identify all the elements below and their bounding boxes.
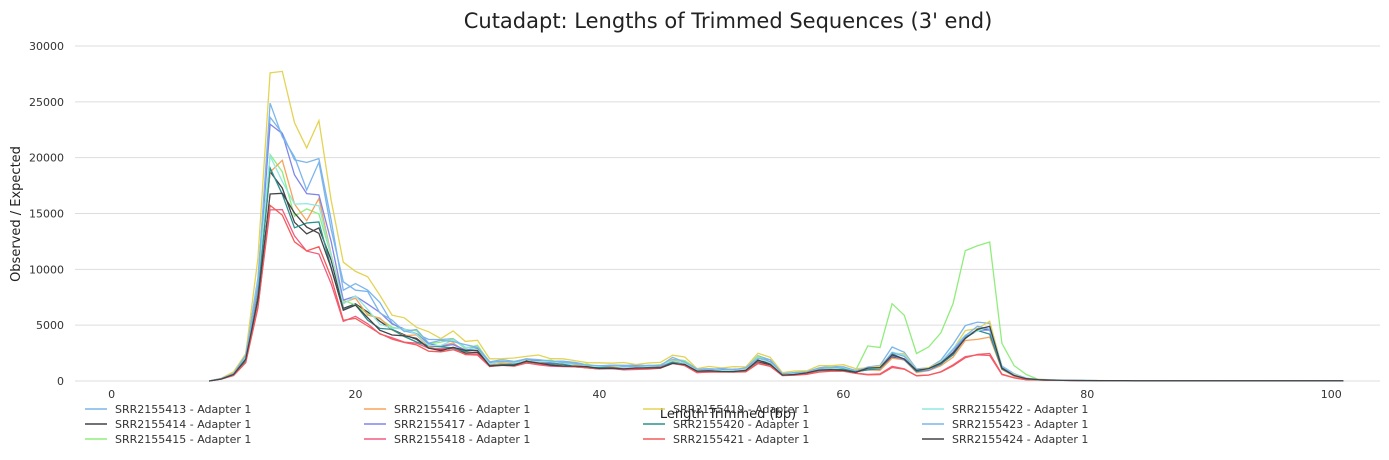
legend-item[interactable]: SRR2155419 - Adapter 1 bbox=[643, 403, 809, 416]
series-line-1 bbox=[209, 115, 1344, 382]
legend: SRR2155413 - Adapter 1 SRR2155414 - Adapt… bbox=[85, 403, 1088, 446]
series-line-7 bbox=[209, 70, 1344, 382]
legend-item[interactable]: SRR2155423 - Adapter 1 bbox=[922, 418, 1088, 431]
legend-item[interactable]: SRR2155414 - Adapter 1 bbox=[85, 418, 251, 431]
y-tick-label: 20000 bbox=[29, 152, 64, 165]
legend-label: SRR2155419 - Adapter 1 bbox=[673, 403, 809, 416]
x-tick-label: 0 bbox=[108, 388, 115, 401]
chart-title: Cutadapt: Lengths of Trimmed Sequences (… bbox=[464, 9, 993, 33]
series-line-8 bbox=[209, 165, 1344, 382]
series-line-2 bbox=[209, 169, 1344, 382]
legend-item[interactable]: SRR2155422 - Adapter 1 bbox=[922, 403, 1088, 416]
y-tick-label: 25000 bbox=[29, 96, 64, 109]
legend-item[interactable]: SRR2155420 - Adapter 1 bbox=[643, 418, 809, 431]
y-axis-ticks: 0 5000 10000 15000 20000 25000 30000 bbox=[29, 40, 64, 388]
legend-item[interactable]: SRR2155417 - Adapter 1 bbox=[364, 418, 530, 431]
legend-item[interactable]: SRR2155418 - Adapter 1 bbox=[364, 433, 530, 446]
legend-item[interactable]: SRR2155413 - Adapter 1 bbox=[85, 403, 251, 416]
series-line-5 bbox=[209, 122, 1344, 382]
series-line-4 bbox=[209, 159, 1344, 382]
y-tick-label: 5000 bbox=[36, 319, 64, 332]
legend-label: SRR2155422 - Adapter 1 bbox=[952, 403, 1088, 416]
y-tick-label: 15000 bbox=[29, 208, 64, 221]
legend-label: SRR2155421 - Adapter 1 bbox=[673, 433, 809, 446]
y-tick-label: 30000 bbox=[29, 40, 64, 53]
legend-item[interactable]: SRR2155424 - Adapter 1 bbox=[922, 433, 1088, 446]
x-tick-label: 60 bbox=[836, 388, 850, 401]
series-line-9 bbox=[209, 204, 1344, 382]
legend-label: SRR2155413 - Adapter 1 bbox=[115, 403, 251, 416]
gridlines bbox=[75, 45, 1380, 382]
legend-label: SRR2155416 - Adapter 1 bbox=[394, 403, 530, 416]
series-line-3 bbox=[209, 152, 1344, 382]
x-tick-label: 100 bbox=[1321, 388, 1342, 401]
x-axis-ticks: 0 20 40 60 80 100 bbox=[108, 388, 1342, 401]
legend-item[interactable]: SRR2155421 - Adapter 1 bbox=[643, 433, 809, 446]
series-line-11 bbox=[209, 102, 1344, 382]
legend-label: SRR2155423 - Adapter 1 bbox=[952, 418, 1088, 431]
legend-label: SRR2155417 - Adapter 1 bbox=[394, 418, 530, 431]
legend-label: SRR2155415 - Adapter 1 bbox=[115, 433, 251, 446]
series-line-10 bbox=[209, 153, 1344, 382]
legend-label: SRR2155418 - Adapter 1 bbox=[394, 433, 530, 446]
legend-item[interactable]: SRR2155415 - Adapter 1 bbox=[85, 433, 251, 446]
y-axis-label: Observed / Expected bbox=[9, 146, 24, 282]
series-line-12 bbox=[209, 192, 1344, 382]
y-tick-label: 10000 bbox=[29, 263, 64, 276]
legend-label: SRR2155420 - Adapter 1 bbox=[673, 418, 809, 431]
x-tick-label: 80 bbox=[1080, 388, 1094, 401]
legend-item[interactable]: SRR2155416 - Adapter 1 bbox=[364, 403, 530, 416]
x-tick-label: 40 bbox=[592, 388, 606, 401]
x-tick-label: 20 bbox=[349, 388, 363, 401]
series-lines bbox=[209, 70, 1344, 382]
legend-label: SRR2155424 - Adapter 1 bbox=[952, 433, 1088, 446]
y-tick-label: 0 bbox=[57, 375, 64, 388]
x-axis-label: Length Trimmed (bp) bbox=[660, 407, 796, 422]
legend-label: SRR2155414 - Adapter 1 bbox=[115, 418, 251, 431]
